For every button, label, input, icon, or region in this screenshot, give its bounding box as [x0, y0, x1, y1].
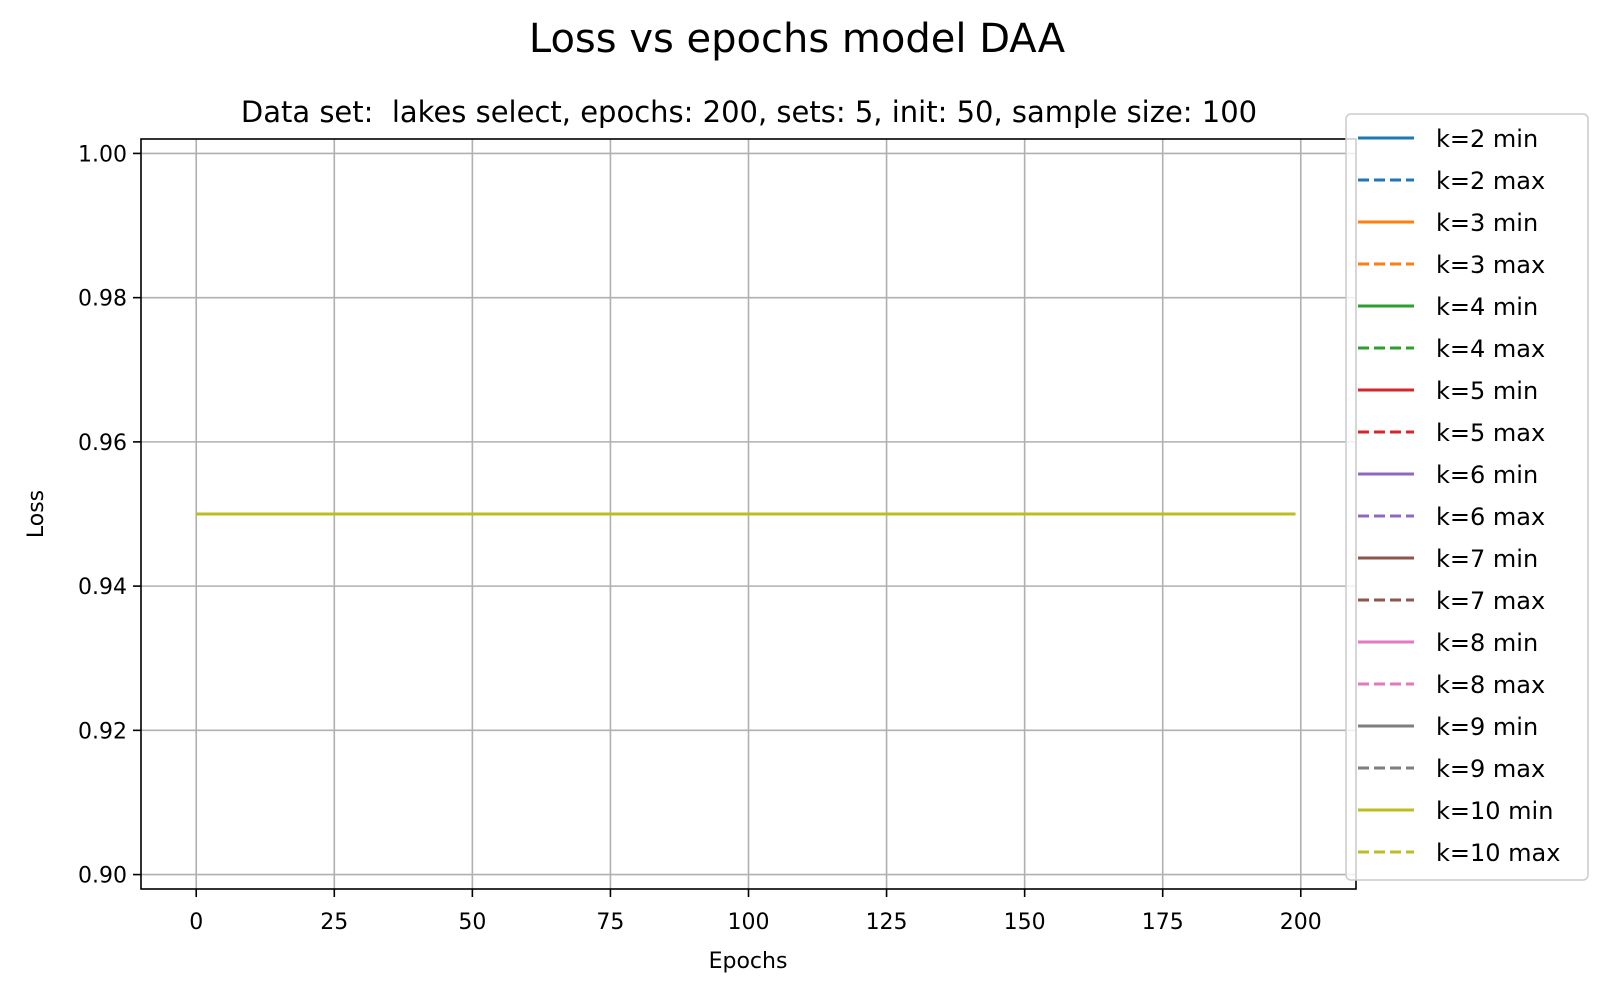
y-tick-label: 0.92 — [78, 719, 127, 744]
chart-subtitle: Data set: lakes select, epochs: 200, set… — [241, 95, 1257, 129]
y-axis-label: Loss — [24, 490, 49, 538]
legend-label: k=9 min — [1436, 713, 1538, 741]
legend-label: k=4 min — [1436, 293, 1538, 321]
x-tick-label: 50 — [458, 910, 486, 935]
legend-label: k=3 min — [1436, 209, 1538, 237]
legend-label: k=9 max — [1436, 755, 1545, 783]
legend-label: k=10 max — [1436, 839, 1560, 867]
legend-label: k=5 min — [1436, 377, 1538, 405]
x-tick-label: 25 — [320, 910, 348, 935]
legend-label: k=6 min — [1436, 461, 1538, 489]
legend-label: k=2 min — [1436, 125, 1538, 153]
y-tick-label: 1.00 — [78, 142, 127, 167]
x-tick-label: 125 — [866, 910, 908, 935]
chart-title: Loss vs epochs model DAA — [529, 16, 1066, 62]
x-tick-label: 200 — [1280, 910, 1322, 935]
legend-label: k=7 max — [1436, 587, 1545, 615]
y-tick-label: 0.98 — [78, 287, 127, 312]
x-axis: 0 25 50 75 100 125 150 175 200 — [189, 889, 1322, 935]
x-tick-label: 0 — [189, 910, 203, 935]
legend-label: k=5 max — [1436, 419, 1545, 447]
y-tick-label: 0.90 — [78, 864, 127, 889]
legend-label: k=10 min — [1436, 797, 1553, 825]
legend-label: k=8 max — [1436, 671, 1545, 699]
y-tick-label: 0.96 — [78, 431, 127, 456]
x-tick-label: 175 — [1142, 910, 1184, 935]
legend-label: k=8 min — [1436, 629, 1538, 657]
x-tick-label: 150 — [1004, 910, 1046, 935]
legend-label: k=3 max — [1436, 251, 1545, 279]
x-tick-label: 100 — [728, 910, 770, 935]
legend-label: k=4 max — [1436, 335, 1545, 363]
y-tick-label: 0.94 — [78, 575, 127, 600]
x-tick-label: 75 — [596, 910, 624, 935]
legend-label: k=2 max — [1436, 167, 1545, 195]
x-axis-label: Epochs — [709, 949, 788, 974]
legend-label: k=7 min — [1436, 545, 1538, 573]
legend-label: k=6 max — [1436, 503, 1545, 531]
legend: k=2 min k=2 max k=3 min k=3 max k=4 min k=4 m… — [1345, 113, 1589, 881]
y-axis: 0.90 0.92 0.94 0.96 0.98 1.00 — [78, 142, 141, 889]
